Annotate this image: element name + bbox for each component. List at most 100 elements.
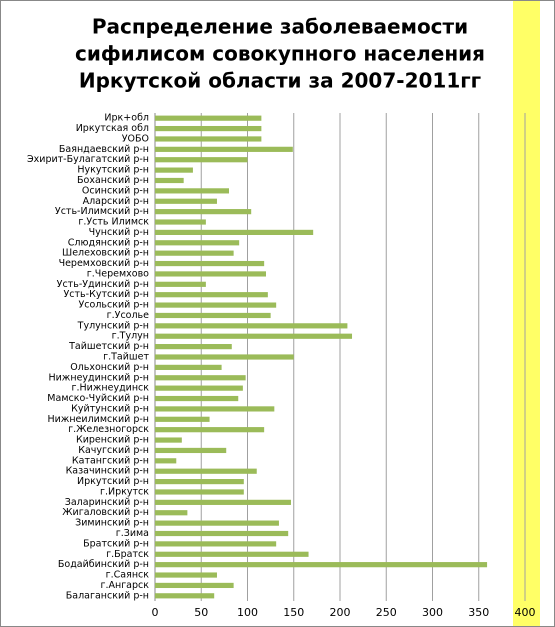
bar [155,385,243,391]
bar [155,219,206,225]
bar [155,302,277,308]
bar [155,240,240,246]
x-tick-label: 0 [152,606,159,619]
bar [155,260,265,267]
y-tick-label: г.Ангарск [100,580,149,591]
y-tick-label: Ольхонский р-н [70,362,149,373]
x-tick-label: 400 [515,606,536,619]
y-tick-label: г.Зима [116,528,149,539]
bar [155,530,289,537]
y-tick-label: Тайшетский р-н [68,341,149,352]
y-tick-label: Заларинский р-н [65,497,149,508]
bar [155,281,206,287]
y-tick-label: Чунский р-н [89,227,149,238]
y-tick-label: Нукутский р-н [77,165,149,176]
bar [155,312,271,319]
y-tick-label: Баяндаевский р-н [59,144,149,155]
x-tick-label: 250 [376,606,397,619]
x-tick-label: 350 [468,606,489,619]
y-tick-label: Киренский р-н [76,435,149,446]
bar [155,375,246,381]
y-tick-label: г.Усть Илимск [78,217,149,228]
y-tick-label: Бодайбинский р-н [58,559,149,570]
bar [155,188,229,194]
bar [155,499,291,505]
bar [155,406,275,412]
y-tick-label: УОБО [122,133,149,144]
y-tick-label: Слюдянский р-н [68,237,149,248]
y-tick-label: г.Железногорск [68,424,149,435]
y-tick-label: Эхирит-Булагатский р-н [27,154,149,165]
bar [155,572,217,578]
x-tick-label: 100 [237,606,258,619]
bar [155,447,227,454]
bar [155,157,248,163]
y-tick-label: г.Саянск [106,570,150,581]
y-tick-label: Черемховский р-н [59,258,149,269]
y-tick-label: Усть-Илимский р-н [55,206,149,217]
y-tick-label: Усть-Кутский р-н [64,289,149,300]
x-tick-label: 300 [422,606,443,619]
bar [155,416,210,422]
bar [155,479,244,485]
y-tick-label: Жигаловский р-н [62,507,149,518]
bar [155,510,188,516]
bar [155,323,348,329]
bar [155,364,222,370]
y-tick-label: Ирк+обл [104,113,149,124]
y-tick-label: г.Черемхово [87,268,149,279]
bar [155,344,232,350]
chart-title: сифилисом совокупного населения [75,42,485,66]
x-tick-label: 50 [194,606,208,619]
y-tick-label: Мамско-Чуйский р-н [47,393,149,404]
highlight-strip [513,1,540,626]
bar [155,593,215,599]
y-tick-label: Балаганский р-н [66,590,149,601]
y-tick-label: Боханский р-н [77,175,149,186]
bar [155,437,182,443]
bar [155,125,262,132]
bar [155,354,294,360]
bar [155,146,293,152]
y-tick-label: г.Тайшет [103,352,149,363]
bar [155,395,239,402]
bar [155,250,234,256]
chart-title: Иркутской области за 2007-2011гг [79,69,481,93]
y-tick-label: Куйтунский р-н [71,403,149,414]
bar [155,427,265,433]
y-tick-label: Иркутская обл [76,123,149,134]
y-tick-label: Качугский р-н [78,445,149,456]
y-tick-label: Нижнеудинский р-н [48,372,149,383]
y-tick-label: Зиминский р-н [75,518,149,529]
bar [155,489,244,495]
y-tick-label: Осинский р-н [82,185,149,196]
bar [155,468,257,474]
y-tick-label: г.Нижнеудинск [72,383,150,394]
bar [155,562,488,568]
bar [155,209,252,215]
y-tick-label: г.Тулун [112,331,149,342]
y-tick-label: г.Усолье [107,310,150,321]
bar [155,271,266,277]
chart-title: Распределение заболеваемости [92,15,468,39]
bar [155,458,177,464]
bar [155,333,353,339]
bar [155,136,262,142]
y-tick-label: Катангский р-н [72,455,149,466]
y-tick-label: Нижнеилимский р-н [47,414,149,425]
x-tick-label: 200 [330,606,351,619]
bar [155,292,268,298]
y-tick-label: Усть-Удинский р-н [57,279,149,290]
y-tick-label: Иркутский р-н [77,476,149,487]
y-tick-label: Усольский р-н [79,300,150,311]
bar [155,115,262,121]
y-tick-label: г.Братск [106,549,149,560]
y-tick-label: Братский р-н [83,538,149,549]
x-tick-label: 150 [283,606,304,619]
y-tick-label: Тулунский р-н [77,320,149,331]
bar [155,229,314,235]
bar [155,167,193,173]
y-tick-label: Аларский р-н [83,196,149,207]
bar [155,198,217,204]
